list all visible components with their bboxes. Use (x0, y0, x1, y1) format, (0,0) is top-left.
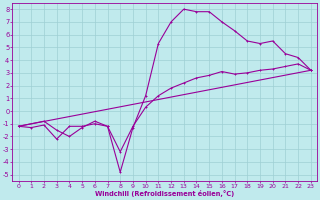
X-axis label: Windchill (Refroidissement éolien,°C): Windchill (Refroidissement éolien,°C) (95, 190, 234, 197)
